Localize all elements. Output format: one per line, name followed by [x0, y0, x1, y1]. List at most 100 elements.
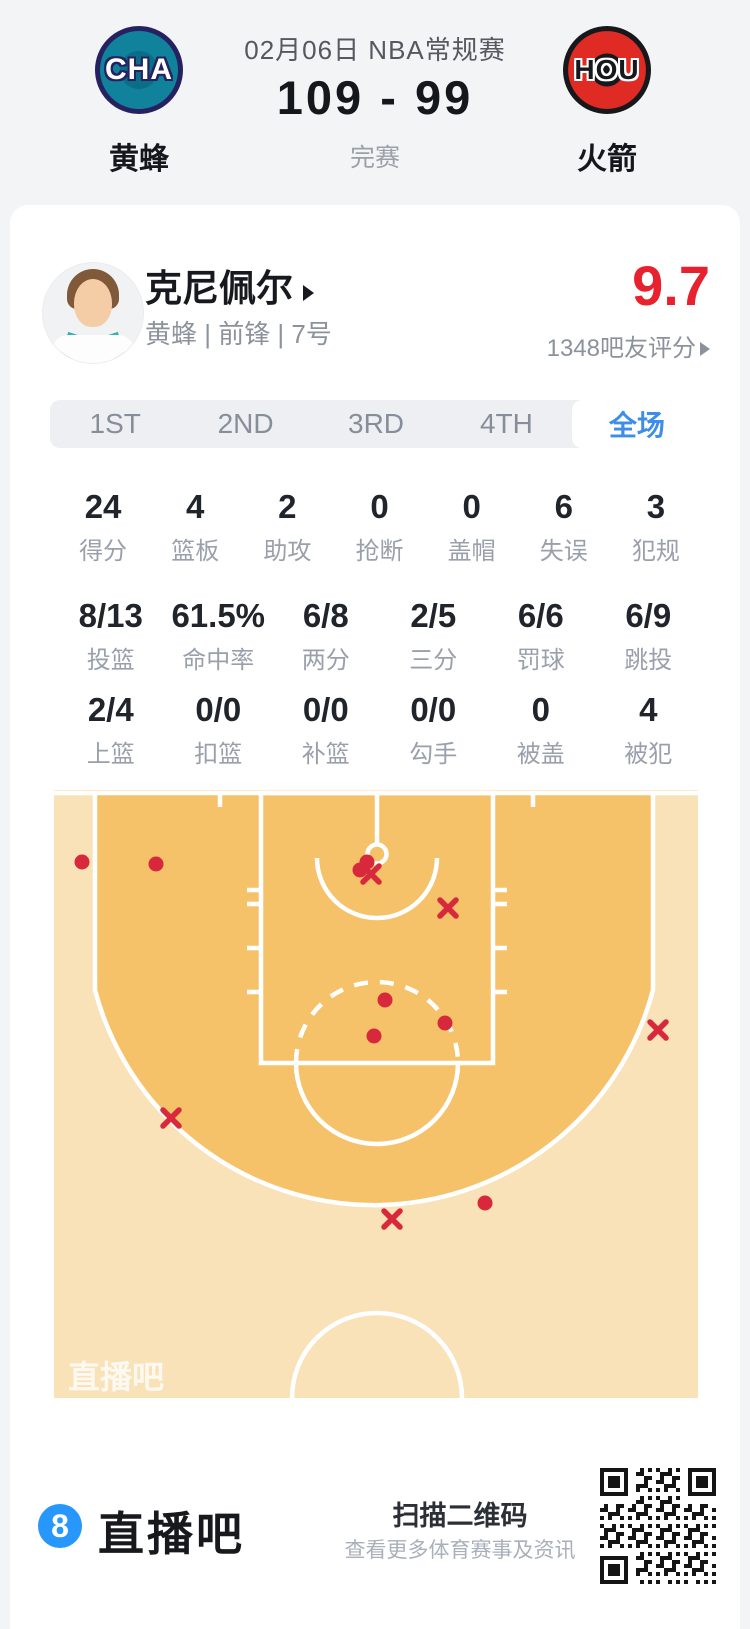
- away-team-logo[interactable]: HOU: [563, 26, 651, 114]
- match-date: 02月06日 NBA常规赛: [244, 35, 506, 65]
- stat-label: 勾手: [409, 741, 458, 769]
- made-shot-marker: [359, 854, 375, 870]
- made-shot-marker: [377, 992, 393, 1008]
- stat-助攻: 2 助攻: [241, 488, 333, 566]
- made-shot-marker: [74, 854, 90, 870]
- qr-code: [600, 1468, 716, 1584]
- stat-label: 盖帽: [447, 538, 496, 566]
- stat-value: 6/6: [517, 597, 564, 634]
- made-shot-marker: [148, 856, 164, 872]
- made-shot-marker: [366, 1028, 382, 1044]
- stat-value: 3: [646, 488, 666, 525]
- stat-value: 2/4: [87, 691, 134, 728]
- stat-label: 助攻: [263, 538, 312, 566]
- stat-label: 罚球: [516, 647, 565, 675]
- home-team-logo[interactable]: CHA: [95, 26, 183, 114]
- stat-label: 三分: [409, 647, 458, 675]
- stat-label: 抢断: [355, 538, 404, 566]
- stat-value: 6/9: [625, 597, 672, 634]
- away-team-name: 火箭: [577, 143, 637, 176]
- stat-label: 两分: [301, 647, 350, 675]
- court-inner-zone: [95, 793, 653, 1206]
- stat-命中率: 61.5% 命中率: [165, 597, 273, 675]
- stat-label: 命中率: [182, 647, 255, 675]
- tab-2nd[interactable]: 2ND: [217, 408, 274, 439]
- stat-label: 扣篮: [194, 741, 243, 769]
- match-status: 完赛: [349, 144, 400, 172]
- stat-label: 补篮: [301, 741, 350, 769]
- stat-value: 6: [554, 488, 573, 525]
- missed-shot-marker: [647, 1019, 669, 1041]
- zhibo8-logo-icon: 8: [38, 1504, 82, 1548]
- stat-value: 0: [462, 488, 481, 525]
- stat-投篮: 8/13 投篮: [57, 597, 165, 675]
- stat-罚球: 6/6 罚球: [487, 597, 595, 675]
- stat-得分: 24 得分: [57, 488, 149, 566]
- player-avatar[interactable]: [42, 262, 144, 364]
- stat-value: 0/0: [195, 691, 242, 728]
- tab-全场[interactable]: 全场: [571, 400, 703, 448]
- missed-shot-marker: [160, 1107, 182, 1129]
- player-meta: 黄蜂 | 前锋 | 7号: [145, 319, 332, 349]
- three-point-line: [92, 793, 656, 1208]
- stat-三分: 2/5 三分: [380, 597, 488, 675]
- stat-跳投: 6/9 跳投: [595, 597, 703, 675]
- stat-犯规: 3 犯规: [610, 488, 702, 566]
- rim: [365, 842, 389, 866]
- center-circle: [289, 1310, 465, 1398]
- avatar-jersey: [52, 335, 134, 363]
- player-name-text: 克尼佩尔: [145, 268, 293, 309]
- stat-上篮: 2/4 上篮: [57, 691, 165, 769]
- stat-value: 0/0: [302, 691, 349, 728]
- stat-label: 被盖: [516, 741, 565, 769]
- stats-row-2: 8/13 投篮 61.5% 命中率 6/8 两分 2/5 三分 6/6 罚球 6/9 跳投: [57, 597, 703, 675]
- stat-失误: 6 失误: [518, 488, 610, 566]
- tab-1st[interactable]: 1ST: [89, 408, 141, 439]
- stat-value: 4: [186, 488, 205, 525]
- stat-被犯: 4 被犯: [595, 691, 703, 769]
- restricted-arc: [314, 857, 440, 921]
- stat-label: 犯规: [631, 538, 680, 566]
- shot-chart-court: 直播吧: [54, 790, 698, 1398]
- stat-两分: 6/8 两分: [272, 597, 380, 675]
- tab-4th[interactable]: 4TH: [479, 408, 533, 439]
- stat-value: 61.5%: [171, 597, 266, 634]
- stat-篮板: 4 篮板: [149, 488, 241, 566]
- stat-value: 24: [84, 488, 122, 525]
- court-watermark: 直播吧: [68, 1359, 164, 1395]
- stat-label: 失误: [539, 538, 588, 566]
- match-score: 109 - 99: [276, 71, 474, 124]
- made-shot-marker: [437, 1015, 453, 1031]
- stats-row-1: 24 得分 4 篮板 2 助攻 0 抢断 0 盖帽 6 失误 3 犯规: [57, 488, 702, 566]
- stat-勾手: 0/0 勾手: [380, 691, 488, 769]
- stat-补篮: 0/0 补篮: [272, 691, 380, 769]
- avatar-face: [74, 279, 112, 327]
- stat-value: 0: [531, 691, 550, 728]
- rating-note[interactable]: 1348吧友评分: [310, 328, 710, 363]
- player-rating: 9.7: [632, 254, 710, 317]
- rating-arrow-icon: [700, 342, 710, 356]
- home-team-name: 黄蜂: [109, 143, 169, 176]
- stat-label: 跳投: [624, 647, 673, 675]
- stat-label: 上篮: [86, 741, 135, 769]
- stat-label: 被犯: [624, 741, 673, 769]
- stat-盖帽: 0 盖帽: [426, 488, 518, 566]
- stats-row-3: 2/4 上篮 0/0 扣篮 0/0 补篮 0/0 勾手 0 被盖 4 被犯: [57, 691, 703, 769]
- player-detail-arrow-icon: [303, 285, 314, 301]
- stat-value: 2/5: [410, 597, 457, 634]
- qr-title: 扫描二维码: [392, 1501, 528, 1531]
- stat-被盖: 0 被盖: [487, 691, 595, 769]
- stat-扣篮: 0/0 扣篮: [165, 691, 273, 769]
- missed-shot-marker: [381, 1208, 403, 1230]
- stat-value: 4: [639, 691, 658, 728]
- missed-shot-marker: [437, 897, 459, 919]
- player-name[interactable]: 克尼佩尔: [145, 258, 314, 312]
- stat-label: 得分: [79, 538, 128, 566]
- tab-3rd[interactable]: 3RD: [348, 408, 405, 439]
- away-team-abbr: HOU: [574, 54, 640, 85]
- rating-note-text: 1348吧友评分: [546, 335, 696, 362]
- free-throw-arc-solid: [293, 1062, 461, 1147]
- stat-value: 2: [278, 488, 297, 525]
- made-shot-marker: [477, 1195, 493, 1211]
